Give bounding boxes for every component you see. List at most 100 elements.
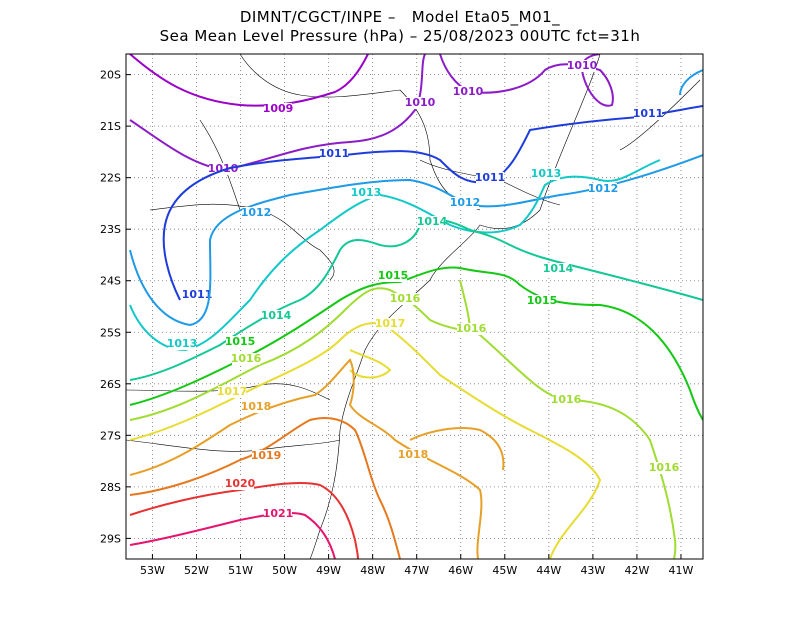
map-title-line1: DIMNT/CGCT/INPE – Model Eta05_M01_ [239,8,561,26]
lat-tick-label: 22S [100,172,121,185]
isobar-label: 1015 [225,335,256,348]
lat-tick-label: 27S [100,429,121,442]
isobar-label-bg [552,394,580,406]
isobar-label: 1013 [351,186,382,199]
isobar-label: 1015 [527,294,558,307]
isobar-label: 1012 [588,182,619,195]
isobar-line [129,481,359,559]
isobar-label: 1019 [251,449,282,462]
isobar-1016: 1016 1016 1016 1016 1016 [129,279,680,559]
isobar-label-bg [391,293,419,305]
isobar-label: 1009 [263,102,294,115]
lat-tick-label: 26S [100,378,121,391]
isobar-1019: 1019 [129,417,401,559]
isobar-label-bg [399,449,427,461]
isobar-label: 1011 [633,107,664,120]
isobar-label: 1016 [551,393,582,406]
isobar-label-bg [457,323,485,335]
isobar-label-bg [352,187,380,199]
isobar-label-bg [183,289,211,301]
isobar-1018: 1018 1018 [129,358,505,559]
isobar-label-bg [168,338,196,350]
lon-tick-label: 53W [140,564,165,577]
isobar-line [129,159,661,352]
isobar-line [129,511,336,559]
isobar-label: 1018 [398,448,429,461]
lon-tick-label: 51W [228,564,253,577]
isobar-label-bg [650,462,678,474]
isobar-label: 1016 [231,352,262,365]
isobar-line [129,266,703,421]
isobar-line [162,105,703,301]
isobar-1020: 1020 [129,477,359,559]
isobar-label-bg [226,336,254,348]
isobar-label-bg [406,97,434,109]
isobar-1011: 1011 1011 1011 1011 [162,105,703,301]
lat-tick-label: 24S [100,275,121,288]
isobar-label-bg [476,172,504,184]
map-frame [125,53,704,560]
isobar-label: 1017 [217,385,248,398]
isobar-label-bg [376,318,404,330]
isobar-label-bg [226,478,254,490]
isobar-label: 1014 [261,309,292,322]
map-title-line2: Sea Mean Level Pressure (hPa) – 25/08/20… [159,27,641,45]
lat-tick-label: 29S [100,532,121,545]
isobar-label-bg [528,295,556,307]
isobar-label-bg [568,60,596,72]
isobar-label: 1013 [167,337,198,350]
isobar-1013: 1013 1013 1013 [129,159,661,352]
isobar-label: 1010 [453,85,484,98]
coastline-borders [126,54,701,559]
lon-tick-label: 49W [316,564,341,577]
isobar-label-bg [634,108,662,120]
isobar-label: 1012 [241,206,272,219]
lon-tick-label: 50W [272,564,297,577]
lon-tick-label: 48W [360,564,385,577]
lat-tick-label: 20S [100,69,121,82]
lon-tick-label: 44W [536,564,561,577]
isobar-1017: 1017 1017 [129,317,602,559]
isobar-label-bg [532,168,560,180]
lon-tick-label: 43W [580,564,605,577]
isobar-label: 1011 [319,147,350,160]
isobar-label-bg [262,310,290,322]
lat-tick-label: 25S [100,326,121,339]
lon-tick-label: 41W [669,564,694,577]
isobar-label-bg [320,148,348,160]
isobar-line [129,218,703,381]
isobar-label-bg [418,216,446,228]
isobar-label: 1020 [225,477,256,490]
isobar-label: 1016 [456,322,487,335]
isobar-label: 1018 [241,400,272,413]
isobar-label-bg [264,508,292,520]
isobar-label-bg [544,263,572,275]
isobar-label-bg [454,86,482,98]
isobar-label: 1014 [417,215,448,228]
isobar-label: 1010 [567,59,598,72]
isobar-label: 1012 [450,196,481,209]
isobar-label: 1016 [649,461,680,474]
lon-tick-label: 52W [184,564,209,577]
isobar-line [129,358,483,559]
isobar-label-bg [451,197,479,209]
isobar-label: 1016 [390,292,421,305]
isobar-label: 1010 [208,162,239,175]
isobar-label: 1015 [378,269,409,282]
isobar-line [129,154,703,327]
isobar-line [129,417,401,559]
isobar-label-bg [252,450,280,462]
isobar-label: 1021 [263,507,294,520]
isobar-label-bg [232,353,260,365]
lat-tick-label: 28S [100,481,121,494]
isobar-label-bg [242,401,270,413]
lon-tick-label: 47W [404,564,429,577]
lon-tick-label: 46W [448,564,473,577]
isobar-label: 1013 [531,167,562,180]
isobar-label: 1011 [182,288,213,301]
isobar-line [349,349,392,379]
isobar-label: 1017 [375,317,406,330]
isobar-line [129,54,369,107]
lon-tick-label: 42W [624,564,649,577]
